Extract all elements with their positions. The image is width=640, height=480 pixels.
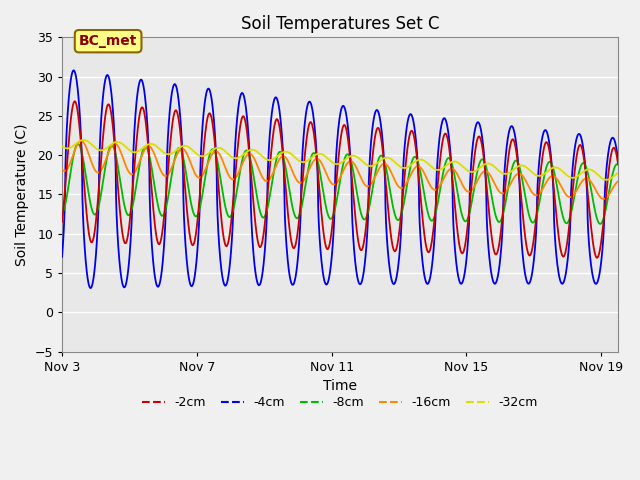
-32cm bbox=[598, 176, 606, 181]
-2cm bbox=[593, 255, 601, 261]
X-axis label: Time: Time bbox=[323, 379, 357, 393]
-2cm bbox=[58, 219, 66, 225]
-8cm bbox=[314, 159, 322, 165]
Line: -16cm: -16cm bbox=[62, 141, 618, 199]
-2cm bbox=[598, 229, 606, 235]
-2cm bbox=[87, 239, 95, 244]
-8cm bbox=[74, 141, 82, 147]
-8cm bbox=[598, 219, 606, 225]
-32cm bbox=[314, 151, 322, 157]
-32cm bbox=[496, 169, 504, 175]
-8cm bbox=[598, 218, 606, 224]
-4cm bbox=[497, 255, 504, 261]
-32cm bbox=[87, 141, 95, 146]
-2cm bbox=[329, 219, 337, 225]
-32cm bbox=[614, 170, 622, 176]
-4cm bbox=[598, 247, 606, 252]
-4cm bbox=[70, 68, 77, 73]
-16cm bbox=[87, 157, 95, 163]
-4cm bbox=[58, 254, 66, 260]
-32cm bbox=[329, 160, 337, 166]
-16cm bbox=[77, 138, 85, 144]
-16cm bbox=[329, 181, 337, 187]
Line: -4cm: -4cm bbox=[62, 71, 618, 288]
-4cm bbox=[314, 204, 322, 210]
-16cm bbox=[496, 190, 504, 195]
-8cm bbox=[596, 221, 604, 227]
Line: -8cm: -8cm bbox=[62, 144, 618, 224]
-4cm bbox=[598, 250, 606, 256]
-16cm bbox=[58, 167, 66, 172]
Title: Soil Temperatures Set C: Soil Temperatures Set C bbox=[241, 15, 439, 33]
-32cm bbox=[58, 144, 66, 149]
-16cm bbox=[598, 196, 606, 202]
-8cm bbox=[58, 211, 66, 216]
-4cm bbox=[86, 285, 94, 291]
Legend: -2cm, -4cm, -8cm, -16cm, -32cm: -2cm, -4cm, -8cm, -16cm, -32cm bbox=[137, 391, 543, 414]
-16cm bbox=[314, 156, 322, 162]
Line: -32cm: -32cm bbox=[62, 140, 618, 180]
-16cm bbox=[614, 179, 622, 184]
-8cm bbox=[329, 214, 337, 220]
-4cm bbox=[87, 285, 95, 291]
-2cm bbox=[71, 98, 79, 104]
-2cm bbox=[614, 161, 622, 167]
Text: BC_met: BC_met bbox=[79, 34, 138, 48]
-2cm bbox=[598, 231, 606, 237]
-2cm bbox=[496, 235, 504, 241]
Y-axis label: Soil Temperature (C): Soil Temperature (C) bbox=[15, 123, 29, 266]
-16cm bbox=[600, 196, 607, 202]
-32cm bbox=[598, 175, 605, 181]
-4cm bbox=[329, 239, 337, 245]
Line: -2cm: -2cm bbox=[62, 101, 618, 258]
-2cm bbox=[314, 170, 322, 176]
-4cm bbox=[614, 156, 622, 162]
-8cm bbox=[87, 202, 95, 207]
-32cm bbox=[79, 137, 87, 143]
-8cm bbox=[614, 162, 622, 168]
-16cm bbox=[598, 195, 605, 201]
-8cm bbox=[496, 219, 504, 225]
-32cm bbox=[603, 177, 611, 183]
